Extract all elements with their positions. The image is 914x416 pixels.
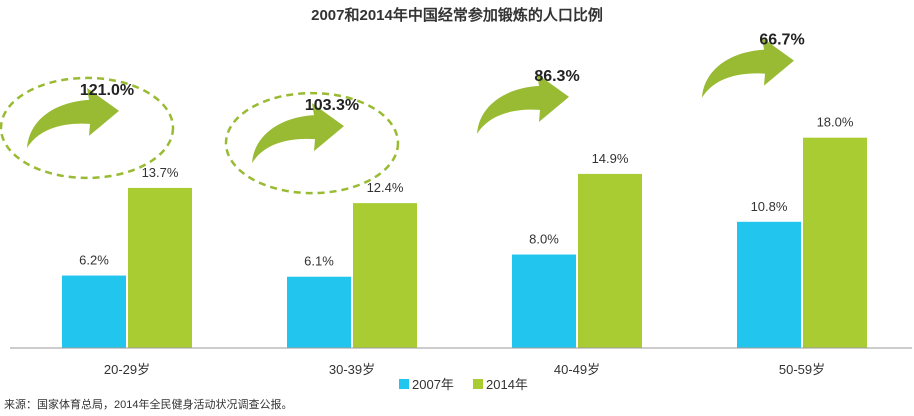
growth-arrow: [702, 37, 794, 98]
category-labels: 20-29岁 30-39岁 40-49岁 50-59岁: [104, 362, 825, 377]
bar-2014: [353, 203, 417, 348]
legend-label-2007: 2007年: [412, 377, 454, 392]
bars: [62, 137, 867, 348]
legend-label-2014: 2014年: [486, 377, 528, 392]
highlight-ellipse: [0, 76, 175, 180]
bar-2014: [578, 173, 642, 348]
growth-label: 121.0%: [80, 82, 134, 99]
category-label: 20-29岁: [104, 362, 150, 377]
bar-2007: [737, 221, 801, 348]
source-note: 来源：国家体育总局，2014年全民健身活动状况调查公报。: [4, 397, 292, 411]
bar-2014: [128, 187, 192, 348]
data-label: 13.7%: [142, 165, 179, 180]
growth-label: 103.3%: [305, 97, 359, 114]
category-label: 30-39岁: [329, 362, 375, 377]
data-label: 18.0%: [817, 115, 854, 130]
data-labels: 6.2% 13.7% 6.1% 12.4% 8.0% 14.9% 10.8% 18.0%: [79, 115, 854, 269]
data-label: 6.1%: [304, 254, 334, 269]
bar-2007: [62, 275, 126, 348]
category-label: 40-49岁: [554, 362, 600, 377]
growth-arrow: [252, 103, 344, 164]
data-label: 6.2%: [79, 253, 109, 268]
legend-swatch-2007: [399, 379, 409, 389]
data-label: 10.8%: [751, 199, 788, 214]
chart-title: 2007和2014年中国经常参加锻炼的人口比例: [311, 6, 603, 24]
growth-arrows: 121.0% 103.3% 86.3% 66.7%: [0, 32, 805, 195]
highlight-ellipse: [224, 91, 400, 195]
growth-label: 66.7%: [759, 32, 804, 49]
data-label: 14.9%: [592, 151, 629, 166]
growth-label: 86.3%: [534, 68, 579, 85]
category-label: 50-59岁: [779, 362, 825, 377]
data-label: 12.4%: [367, 180, 404, 195]
bar-2007: [512, 254, 576, 348]
data-label: 8.0%: [529, 232, 559, 247]
legend: 2007年 2014年: [399, 377, 528, 392]
growth-arrow: [477, 73, 569, 134]
legend-swatch-2014: [473, 379, 483, 389]
growth-arrow: [27, 87, 119, 148]
bar-2014: [803, 137, 867, 348]
bar-2007: [287, 276, 351, 348]
